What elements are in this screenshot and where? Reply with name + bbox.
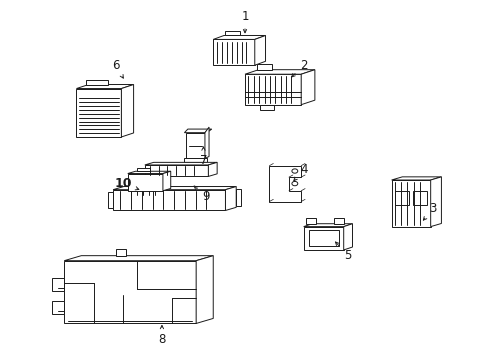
Circle shape [292, 181, 298, 186]
Bar [257, 64, 272, 70]
Polygon shape [205, 129, 208, 133]
Polygon shape [163, 171, 171, 191]
Polygon shape [113, 186, 236, 190]
Polygon shape [145, 162, 217, 165]
Bar [395, 191, 409, 205]
Polygon shape [128, 171, 171, 174]
Polygon shape [196, 256, 213, 323]
Text: 5: 5 [336, 242, 351, 262]
Polygon shape [113, 190, 225, 211]
Polygon shape [270, 166, 301, 202]
Polygon shape [64, 261, 196, 323]
Polygon shape [208, 162, 217, 176]
Polygon shape [301, 70, 315, 105]
Bar [52, 278, 64, 291]
Bar [108, 192, 113, 208]
Polygon shape [122, 85, 134, 137]
Bar [116, 249, 126, 256]
Text: 7: 7 [200, 147, 207, 167]
Polygon shape [128, 174, 163, 191]
Polygon shape [186, 133, 205, 158]
Bar [309, 230, 339, 246]
Polygon shape [392, 177, 441, 180]
Polygon shape [245, 70, 315, 74]
Polygon shape [225, 186, 236, 211]
Text: 6: 6 [112, 59, 123, 78]
Circle shape [292, 169, 298, 173]
Text: 1: 1 [241, 10, 249, 33]
Polygon shape [343, 224, 352, 250]
Bar [413, 191, 427, 205]
Bar [306, 218, 316, 224]
Polygon shape [145, 165, 208, 176]
Bar [52, 301, 64, 315]
Polygon shape [213, 36, 266, 40]
Bar [86, 80, 108, 85]
Bar [236, 189, 241, 206]
Bar [137, 168, 150, 171]
Bar [334, 218, 343, 224]
Polygon shape [76, 85, 134, 89]
Bar [260, 105, 274, 110]
Polygon shape [213, 40, 255, 65]
Text: 8: 8 [158, 325, 166, 346]
Polygon shape [304, 226, 343, 250]
Polygon shape [245, 74, 301, 105]
Polygon shape [76, 89, 122, 137]
Polygon shape [392, 180, 431, 226]
Polygon shape [255, 36, 266, 65]
Text: 2: 2 [292, 59, 307, 77]
Text: 4: 4 [294, 163, 307, 181]
Polygon shape [64, 256, 213, 261]
Text: 9: 9 [194, 186, 210, 203]
Polygon shape [184, 129, 212, 133]
Text: 3: 3 [423, 202, 437, 220]
Polygon shape [205, 127, 209, 158]
Polygon shape [431, 177, 441, 226]
Polygon shape [304, 224, 352, 226]
Bar [184, 158, 207, 162]
Bar [225, 31, 240, 36]
Text: 10: 10 [114, 177, 139, 190]
